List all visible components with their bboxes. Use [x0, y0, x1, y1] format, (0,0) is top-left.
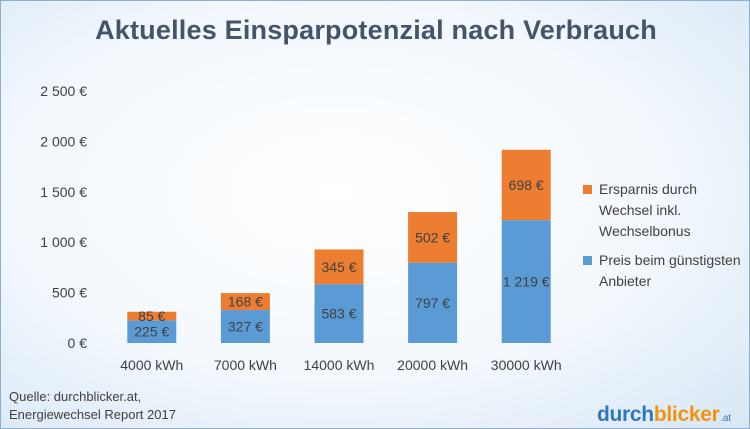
- x-tick-label: 14000 kWh: [304, 357, 375, 373]
- legend-swatch-price: [583, 256, 592, 265]
- y-tick-label: 1 500 €: [40, 184, 87, 200]
- bar-segment-price: [220, 310, 270, 343]
- logo-part-durch: durch: [597, 403, 654, 426]
- data-label-price: 327 €: [228, 319, 263, 335]
- bar-segment-price: [314, 284, 364, 343]
- legend-label-savings: Ersparnis durch Wechsel inkl. Wechselbon…: [599, 181, 698, 239]
- y-tick-label: 2 000 €: [40, 133, 87, 149]
- legend-label-price: Preis beim günstigsten Anbieter: [599, 252, 741, 289]
- legend: Ersparnis durch Wechsel inkl. Wechselbon…: [583, 179, 748, 300]
- y-tick-label: 0 €: [68, 335, 88, 351]
- x-tick-label: 4000 kWh: [120, 357, 183, 373]
- logo-part-blicker: blicker: [653, 403, 720, 426]
- bar-segment-savings: [501, 149, 551, 221]
- data-label-price: 797 €: [415, 295, 450, 311]
- bar-segment-price: [127, 320, 177, 343]
- y-tick-label: 1 000 €: [40, 234, 87, 250]
- logo-part-at: .at: [720, 413, 731, 424]
- data-label-price: 583 €: [321, 306, 356, 322]
- x-tick-label: 20000 kWh: [397, 357, 468, 373]
- source-line-1: Quelle: durchblicker.at,: [9, 389, 142, 404]
- data-label-savings: 502 €: [415, 229, 450, 245]
- bar-segment-savings: [408, 212, 458, 263]
- bar-segment-savings: [314, 249, 364, 285]
- data-label-savings: 698 €: [509, 177, 544, 193]
- data-label-savings: 168 €: [228, 294, 263, 310]
- legend-item-savings: Ersparnis durch Wechsel inkl. Wechselbon…: [583, 179, 748, 242]
- durchblicker-logo: durchblicker.at: [597, 403, 731, 427]
- chart-title: Aktuelles Einsparpotenzial nach Verbrauc…: [95, 15, 657, 45]
- data-label-price: 1 219 €: [503, 274, 550, 290]
- bar-segment-savings: [127, 311, 177, 321]
- x-tick-label: 7000 kWh: [214, 357, 277, 373]
- y-tick-label: 2 500 €: [40, 83, 87, 99]
- data-label-savings: 345 €: [321, 259, 356, 275]
- data-label-price: 225 €: [134, 324, 169, 340]
- source-note: Quelle: durchblicker.at, Energiewechsel …: [9, 388, 176, 424]
- legend-swatch-savings: [583, 185, 592, 194]
- y-tick-label: 500 €: [52, 285, 87, 301]
- x-tick-label: 30000 kWh: [491, 357, 562, 373]
- bar-segment-savings: [220, 293, 270, 311]
- bar-segment-price: [408, 262, 458, 343]
- source-line-2: Energiewechsel Report 2017: [9, 407, 176, 422]
- bar-segment-price: [501, 220, 551, 343]
- legend-item-price: Preis beim günstigsten Anbieter: [583, 250, 748, 292]
- data-label-savings: 85 €: [138, 308, 165, 324]
